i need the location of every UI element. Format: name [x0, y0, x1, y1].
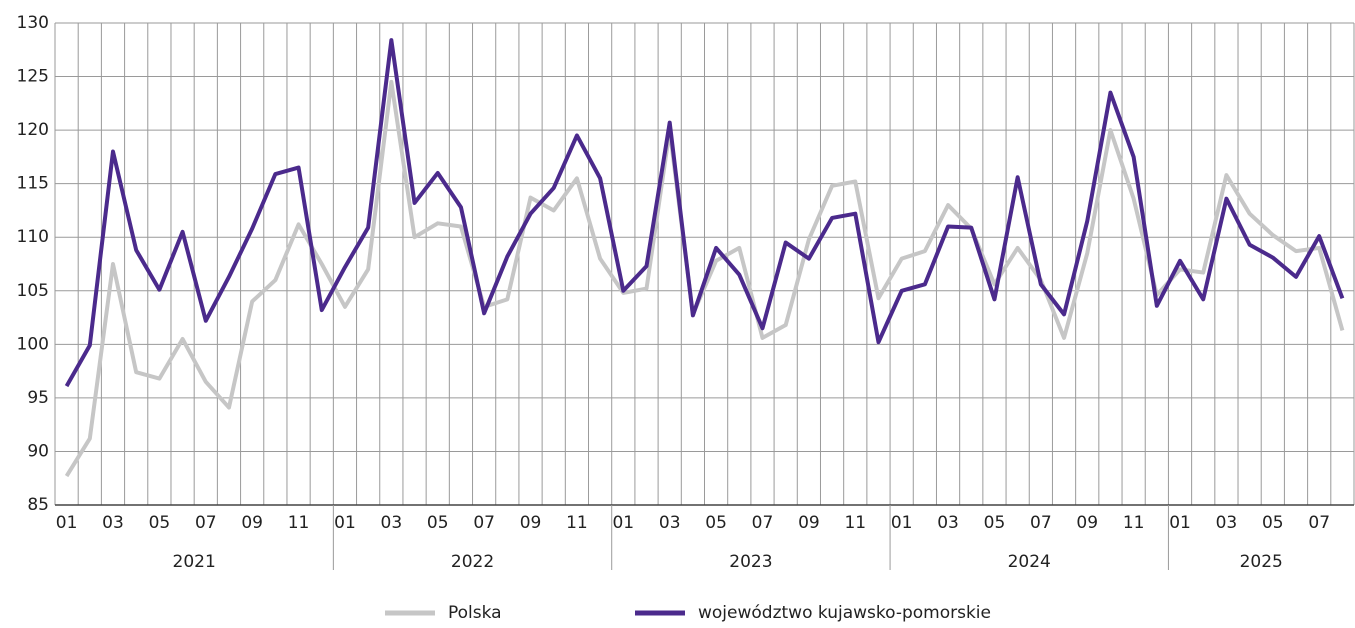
x-tick-label: 03	[381, 513, 403, 533]
x-tick-label: 03	[1216, 513, 1238, 533]
y-tick-label: 125	[17, 67, 49, 87]
x-tick-label: 09	[241, 513, 263, 533]
y-tick-label: 90	[27, 441, 49, 461]
legend-label: Polska	[448, 603, 502, 623]
group-label: 2023	[729, 552, 772, 572]
line-series	[64, 38, 1345, 388]
x-tick-label: 09	[1076, 513, 1098, 533]
x-tick-label: 03	[659, 513, 681, 533]
x-tick-label: 01	[891, 513, 913, 533]
x-tick-label: 07	[1030, 513, 1052, 533]
x-tick-label: 07	[473, 513, 495, 533]
y-tick-label: 85	[27, 495, 49, 515]
group-label: 2025	[1240, 552, 1283, 572]
x-tick-label: 05	[149, 513, 171, 533]
x-tick-label: 05	[427, 513, 449, 533]
x-tick-label: 01	[612, 513, 634, 533]
x-tick-label: 11	[844, 513, 866, 533]
x-tick-label: 01	[56, 513, 78, 533]
x-tick-label: 05	[705, 513, 727, 533]
group-label: 2022	[451, 552, 494, 572]
x-tick-label: 05	[984, 513, 1006, 533]
y-tick-label: 120	[17, 120, 49, 140]
x-tick-label: 03	[102, 513, 124, 533]
x-tick-label: 07	[752, 513, 774, 533]
x-tick-label: 11	[1123, 513, 1145, 533]
y-tick-label: 110	[17, 227, 49, 247]
x-tick-label: 03	[937, 513, 959, 533]
x-tick-label: 11	[288, 513, 310, 533]
y-tick-label: 115	[17, 174, 49, 194]
x-tick-label: 01	[1169, 513, 1191, 533]
y-tick-label: 130	[17, 13, 49, 33]
x-tick-label: 11	[566, 513, 588, 533]
y-tick-label: 100	[17, 334, 49, 354]
y-tick-label: 105	[17, 281, 49, 301]
x-tick-label: 07	[1308, 513, 1330, 533]
x-tick-label: 07	[195, 513, 217, 533]
x-tick-label: 09	[798, 513, 820, 533]
legend-label: województwo kujawsko-pomorskie	[698, 603, 991, 623]
x-tick-label: 09	[520, 513, 542, 533]
y-tick-label: 95	[27, 388, 49, 408]
x-tick-label: 05	[1262, 513, 1284, 533]
x-tick-label: 01	[334, 513, 356, 533]
group-label: 2021	[173, 552, 216, 572]
group-label: 2024	[1008, 552, 1051, 572]
